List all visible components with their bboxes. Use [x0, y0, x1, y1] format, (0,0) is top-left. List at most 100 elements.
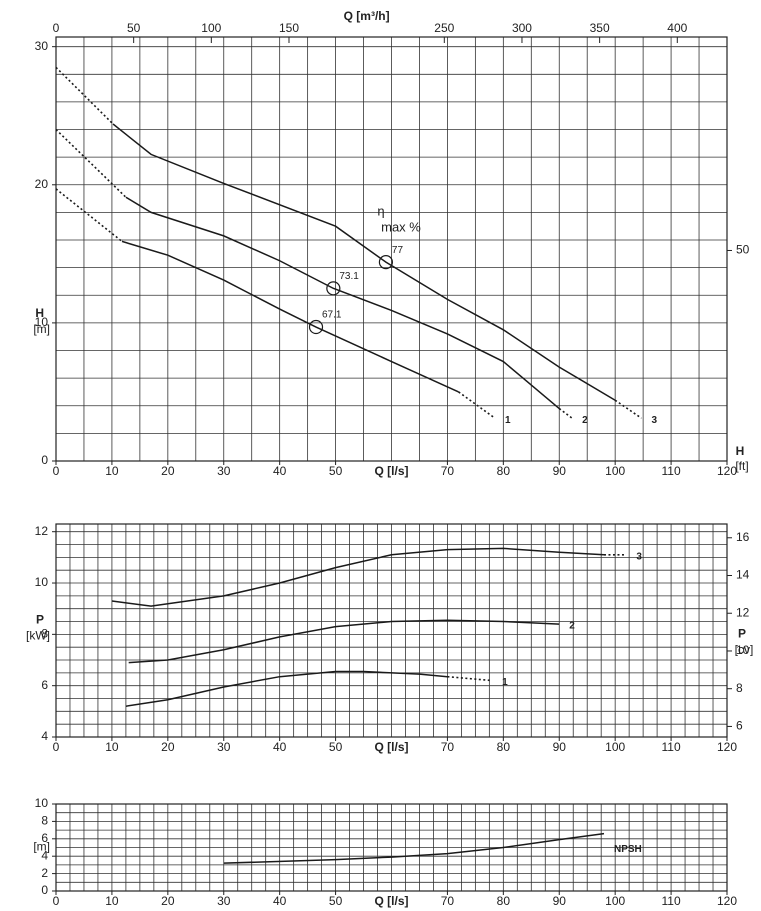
series-label: 1 — [505, 415, 511, 426]
x-tick-label: 120 — [717, 894, 737, 908]
y2-tick-label: 6 — [736, 719, 743, 733]
x-tick-label: 70 — [441, 464, 455, 478]
curve — [112, 123, 616, 401]
y-tick-label: 12 — [35, 524, 49, 538]
x-tick-label: 20 — [161, 464, 175, 478]
x-tick-label: 80 — [497, 464, 511, 478]
x2-tick-label: 100 — [201, 21, 221, 35]
y2-tick-label: 8 — [736, 681, 743, 695]
x2-tick-label: 50 — [127, 21, 141, 35]
annotation: max % — [381, 219, 421, 234]
x-tick-label: 100 — [605, 894, 625, 908]
curve — [447, 675, 493, 682]
x-tick-label: 30 — [217, 740, 231, 754]
x2-tick-label: 300 — [512, 21, 532, 35]
x-tick-label: 30 — [217, 894, 231, 908]
x-tick-label: 100 — [605, 740, 625, 754]
y-tick-label: 4 — [41, 848, 48, 862]
series-label: 2 — [582, 415, 588, 426]
x-tick-label: 40 — [273, 464, 287, 478]
curve — [55, 66, 114, 125]
curve — [458, 391, 496, 419]
plot-frame — [55, 523, 728, 738]
efficiency-point — [378, 255, 394, 270]
curve — [55, 128, 127, 198]
series-label: 1 — [502, 677, 508, 688]
efficiency-point — [326, 281, 341, 296]
y2-tick-label: 50 — [736, 243, 750, 257]
series-label: 3 — [651, 415, 657, 426]
x-axis-label: Q [l/s] — [374, 464, 408, 478]
curve — [128, 619, 560, 664]
x2-tick-label: 150 — [279, 21, 299, 35]
x-tick-label: 50 — [329, 894, 343, 908]
x-tick-label: 90 — [553, 894, 567, 908]
x-tick-label: 80 — [497, 894, 511, 908]
y-tick-label: 2 — [41, 866, 48, 880]
y-tick-label: 4 — [41, 729, 48, 743]
plot-frame — [55, 803, 728, 892]
x2-tick-label: 0 — [53, 21, 60, 35]
y2-axis-unit: [cv] — [735, 643, 754, 657]
curve — [558, 407, 573, 419]
y-tick-label: 10 — [35, 315, 49, 329]
x-tick-label: 70 — [441, 894, 455, 908]
y-tick-label: 0 — [41, 453, 48, 467]
x-tick-label: 110 — [662, 894, 681, 908]
x2-tick-label: 250 — [434, 21, 454, 35]
y-tick-label: 10 — [35, 796, 49, 810]
y-tick-label: 10 — [35, 575, 49, 589]
x-tick-label: 110 — [662, 740, 681, 754]
curve — [55, 188, 123, 243]
y-tick-label: 6 — [41, 831, 48, 845]
efficiency-label: 77 — [392, 245, 404, 256]
x-tick-label: 10 — [105, 740, 119, 754]
x-tick-label: 0 — [53, 464, 60, 478]
y2-axis-label: P — [738, 627, 746, 641]
x-tick-label: 40 — [273, 740, 287, 754]
x-tick-label: 120 — [717, 464, 737, 478]
x2-axis-label: Q [m³/h] — [344, 9, 390, 23]
annotation: η — [377, 203, 384, 218]
x-tick-label: 90 — [553, 464, 567, 478]
y2-axis-unit: [ft] — [735, 459, 748, 473]
x-tick-label: 120 — [717, 740, 737, 754]
y2-tick-label: 10 — [736, 643, 750, 657]
x2-tick-label: 400 — [667, 21, 687, 35]
y2-tick-label: 12 — [736, 605, 750, 619]
x-tick-label: 50 — [329, 464, 343, 478]
efficiency-label: 73.1 — [339, 271, 359, 282]
series-label: 2 — [569, 621, 575, 632]
y-tick-label: 0 — [41, 883, 48, 897]
x-tick-label: 10 — [105, 894, 119, 908]
x-tick-label: 110 — [662, 464, 681, 478]
series-label: NPSH — [614, 844, 642, 855]
x-tick-label: 100 — [605, 464, 625, 478]
y-tick-label: 30 — [35, 39, 49, 53]
x-axis-label: Q [l/s] — [374, 740, 408, 754]
curve — [111, 547, 605, 607]
efficiency-point — [308, 319, 324, 335]
y-tick-label: 6 — [41, 678, 48, 692]
x-tick-label: 0 — [53, 740, 60, 754]
x-tick-label: 30 — [217, 464, 231, 478]
x-tick-label: 20 — [161, 740, 175, 754]
y-axis-label: P — [36, 613, 44, 627]
y2-tick-label: 16 — [736, 530, 750, 544]
curve — [614, 399, 642, 419]
x-tick-label: 70 — [441, 740, 455, 754]
curve — [125, 670, 448, 707]
efficiency-label: 67.1 — [322, 310, 342, 321]
x-tick-label: 90 — [553, 740, 567, 754]
x-tick-label: 0 — [53, 894, 60, 908]
curve — [223, 832, 605, 864]
y-axis-label: H — [35, 306, 44, 320]
x-tick-label: 20 — [161, 894, 175, 908]
curve — [125, 196, 560, 410]
series-label: 3 — [636, 551, 642, 562]
x-tick-label: 10 — [105, 464, 119, 478]
y-axis-unit: [m] — [33, 322, 50, 336]
x2-tick-label: 350 — [590, 21, 610, 35]
y-axis-unit: [kW] — [26, 629, 50, 643]
